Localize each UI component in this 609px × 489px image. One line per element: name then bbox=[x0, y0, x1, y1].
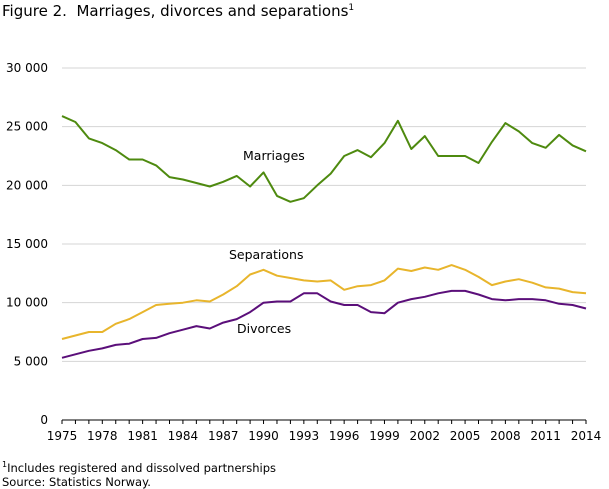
y-tick-label: 10 000 bbox=[6, 296, 48, 310]
x-tick-label: 2014 bbox=[571, 429, 602, 443]
series-line-divorces bbox=[61, 289, 587, 359]
footnotes: 1Includes registered and dissolved partn… bbox=[2, 458, 276, 489]
title-prefix: Figure 2. bbox=[2, 2, 67, 20]
y-tick-label: 0 bbox=[40, 413, 48, 427]
x-tick-label: 1996 bbox=[329, 429, 360, 443]
y-tick-label: 30 000 bbox=[6, 61, 48, 75]
x-tick-label: 2002 bbox=[409, 429, 440, 443]
x-tick-label: 1993 bbox=[289, 429, 320, 443]
title-text: Marriages, divorces and separations bbox=[76, 2, 349, 20]
x-tick-label: 1978 bbox=[87, 429, 118, 443]
annotation-marriages: Marriages bbox=[243, 148, 305, 163]
footnote-mark: 1 bbox=[2, 460, 8, 469]
title-footnote-mark: 1 bbox=[348, 3, 355, 13]
y-tick-label: 25 000 bbox=[6, 120, 48, 134]
footnote-source: Source: Statistics Norway. bbox=[2, 474, 151, 489]
y-axis-tick-labels: 0 5 000 10 000 15 000 20 000 25 000 30 000 bbox=[6, 61, 48, 427]
x-tick-label: 1990 bbox=[248, 429, 279, 443]
y-tick-label: 5 000 bbox=[14, 354, 48, 368]
x-axis: 1975 1978 1981 1984 1987 1990 1993 1996 1999 2002… bbox=[47, 419, 602, 443]
x-tick-label: 1975 bbox=[47, 429, 78, 443]
x-tick-label: 1981 bbox=[127, 429, 158, 443]
y-tick-label: 15 000 bbox=[6, 237, 48, 251]
line-chart: 0 5 000 10 000 15 000 20 000 25 000 30 000 197… bbox=[6, 61, 602, 443]
annotation-divorces: Divorces bbox=[237, 321, 291, 336]
series-annotations: Marriages Separations Divorces bbox=[229, 148, 305, 336]
annotation-separations: Separations bbox=[229, 247, 303, 262]
series-line-separations bbox=[61, 264, 587, 340]
gridlines bbox=[62, 67, 586, 362]
footnote-text: Includes registered and dissolved partne… bbox=[7, 460, 277, 475]
x-tick-label: 2008 bbox=[490, 429, 521, 443]
x-tick-label: 1999 bbox=[369, 429, 400, 443]
series-lines bbox=[61, 115, 587, 359]
x-tick-label: 2005 bbox=[450, 429, 481, 443]
x-tick-label: 1987 bbox=[208, 429, 239, 443]
footnote-includes: 1Includes registered and dissolved partn… bbox=[2, 458, 276, 475]
y-tick-label: 20 000 bbox=[6, 178, 48, 192]
x-tick-label: 1984 bbox=[168, 429, 199, 443]
chart-title: Figure 2. Marriages, divorces and separa… bbox=[2, 2, 354, 20]
x-tick-label: 2011 bbox=[530, 429, 561, 443]
series-line-marriages bbox=[61, 115, 587, 203]
